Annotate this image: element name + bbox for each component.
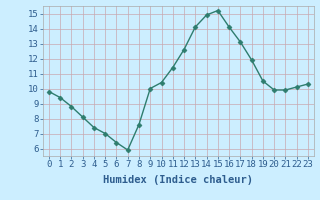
X-axis label: Humidex (Indice chaleur): Humidex (Indice chaleur)	[103, 175, 253, 185]
